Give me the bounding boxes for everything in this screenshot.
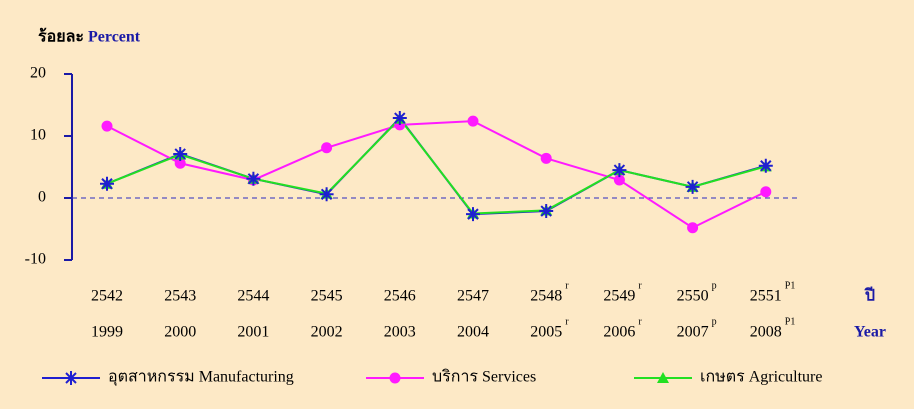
point [467, 115, 479, 127]
legend-label: อุตสาหกรรม Manufacturing [108, 369, 294, 387]
x-tick-label: 2549 [603, 288, 635, 305]
point [760, 186, 772, 198]
point [101, 120, 113, 132]
x-tick-superscript: r [565, 280, 569, 291]
x-tick-superscript-en: p [712, 316, 717, 327]
point [319, 187, 334, 202]
x-axis-label: ปี [864, 286, 876, 305]
x-tick-superscript-en: r [638, 316, 642, 327]
point [392, 111, 407, 126]
x-tick-superscript: r [638, 280, 642, 291]
point [174, 157, 186, 169]
x-tick-label-en: 2008 [750, 324, 782, 341]
x-tick-label: 2551 [750, 288, 782, 305]
point [687, 222, 699, 234]
point [173, 146, 188, 161]
point [539, 204, 554, 219]
point [613, 174, 625, 186]
series-line [106, 120, 767, 229]
x-tick-label: 2547 [457, 288, 489, 305]
point [246, 171, 261, 186]
point [685, 179, 700, 194]
x-tick-superscript: p [712, 280, 717, 291]
legend-label: เกษตร Agriculture [700, 369, 822, 386]
point [758, 158, 773, 173]
x-tick-label-en: 2000 [164, 324, 196, 341]
x-tick-label-en: 2004 [457, 324, 489, 341]
x-tick-label: 2550 [677, 288, 709, 305]
legend-label: บริการ Services [432, 369, 536, 386]
y-axis-label: ร้อยละ [38, 28, 84, 46]
x-tick-label: 2548 [530, 288, 562, 305]
x-tick-label-en: 2001 [237, 324, 269, 341]
point [466, 207, 480, 222]
x-tick-superscript: P1 [785, 280, 796, 291]
x-tick-label-en: 2006 [603, 324, 635, 341]
x-tick-label-en: 2005 [530, 324, 562, 341]
y-tick-label: 20 [30, 65, 46, 82]
x-tick-label: 2542 [91, 288, 123, 305]
x-tick-superscript-en: r [565, 316, 569, 327]
x-tick-label: 2544 [237, 288, 269, 305]
series-line [106, 117, 767, 215]
y-axis-label-en: Percent [88, 29, 141, 46]
x-tick-superscript-en: P1 [785, 316, 796, 327]
x-tick-label-en: 2007 [677, 324, 709, 341]
point [612, 163, 627, 178]
x-tick-label-en: 2002 [311, 324, 343, 341]
y-tick-label: 0 [38, 189, 46, 206]
x-tick-label: 2543 [164, 288, 196, 305]
point [100, 176, 114, 191]
legend-marker [657, 372, 669, 383]
x-tick-label: 2545 [311, 288, 343, 305]
point [540, 152, 552, 164]
y-tick-label: 10 [30, 127, 46, 144]
legend-marker [64, 371, 78, 385]
x-tick-label: 2546 [384, 288, 416, 305]
y-tick-label: -10 [25, 251, 46, 268]
x-tick-label-en: 1999 [91, 324, 123, 341]
x-axis-label-en: Year [854, 324, 886, 341]
x-tick-label-en: 2003 [384, 324, 416, 341]
point [321, 142, 333, 154]
legend-marker [389, 372, 401, 384]
